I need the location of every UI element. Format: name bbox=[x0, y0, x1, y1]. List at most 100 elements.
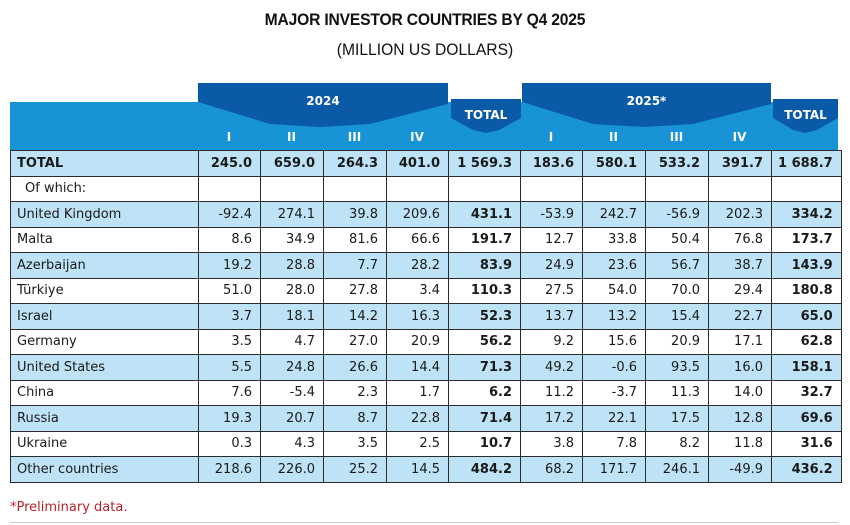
cell-2024-q3: 25.2 bbox=[323, 456, 387, 483]
row-label: Germany bbox=[10, 328, 199, 355]
cell-2024-q1: 0.3 bbox=[198, 430, 261, 457]
cell-2025-q4 bbox=[708, 175, 772, 202]
cell-2025-total bbox=[771, 175, 842, 202]
cell-2025-q3: -56.9 bbox=[645, 201, 709, 228]
cell-2025-q3: 17.5 bbox=[645, 405, 709, 432]
cell-2024-q1: 8.6 bbox=[198, 226, 261, 253]
cell-2024-q2: 226.0 bbox=[260, 456, 324, 483]
row-label: TOTAL bbox=[10, 150, 199, 177]
cell-2024-q3: 7.7 bbox=[323, 252, 387, 279]
row-label: China bbox=[10, 379, 199, 406]
cell-2025-q4: 391.7 bbox=[708, 150, 772, 177]
cell-2024-q2: 24.8 bbox=[260, 354, 324, 381]
cell-2025-total: 69.6 bbox=[771, 405, 842, 432]
row-label: United Kingdom bbox=[10, 201, 199, 228]
cell-2025-q1: 12.7 bbox=[520, 226, 583, 253]
cell-2025-q1: 11.2 bbox=[520, 379, 583, 406]
table-row: Other countries 218.6 226.0 25.2 14.5 484.2 68… bbox=[10, 456, 842, 483]
header-quarter-2025-1: I bbox=[548, 130, 554, 144]
cell-2025-q3: 246.1 bbox=[645, 456, 709, 483]
cell-2024-total: 83.9 bbox=[448, 252, 521, 279]
cell-2025-q4: 38.7 bbox=[708, 252, 772, 279]
cell-2025-total: 32.7 bbox=[771, 379, 842, 406]
cell-2024-total: 484.2 bbox=[448, 456, 521, 483]
cell-2024-q1: 5.5 bbox=[198, 354, 261, 381]
table-row: Russia 19.3 20.7 8.7 22.8 71.4 17.2 22.1 17.5 12.… bbox=[10, 405, 842, 432]
cell-2025-q1: 3.8 bbox=[520, 430, 583, 457]
row-label: Türkiye bbox=[10, 277, 199, 304]
cell-2025-q4: 29.4 bbox=[708, 277, 772, 304]
table-header-graphic bbox=[10, 83, 838, 151]
cell-2024-q1: -92.4 bbox=[198, 201, 261, 228]
cell-2025-q4: 16.0 bbox=[708, 354, 772, 381]
cell-2024-q2: 20.7 bbox=[260, 405, 324, 432]
cell-2025-q3 bbox=[645, 175, 709, 202]
cell-2024-total: 431.1 bbox=[448, 201, 521, 228]
cell-2024-q1 bbox=[198, 175, 261, 202]
cell-2025-q1: 49.2 bbox=[520, 354, 583, 381]
cell-2025-q3: 93.5 bbox=[645, 354, 709, 381]
cell-2024-q1: 51.0 bbox=[198, 277, 261, 304]
cell-2024-q3: 27.8 bbox=[323, 277, 387, 304]
cell-2024-q2 bbox=[260, 175, 324, 202]
cell-2025-total: 158.1 bbox=[771, 354, 842, 381]
header-year-2025: 2025* bbox=[626, 94, 667, 108]
cell-2024-q2: 274.1 bbox=[260, 201, 324, 228]
cell-2025-total: 31.6 bbox=[771, 430, 842, 457]
total-2025-tab bbox=[773, 99, 838, 133]
cell-2024-q4: 14.4 bbox=[386, 354, 449, 381]
cell-2025-q1: 183.6 bbox=[520, 150, 583, 177]
year-2025-tab bbox=[522, 83, 771, 127]
cell-2025-q4: 12.8 bbox=[708, 405, 772, 432]
cell-2024-q3: 2.3 bbox=[323, 379, 387, 406]
total-row: TOTAL 245.0 659.0 264.3 401.0 1 569.3 183.6 580… bbox=[10, 150, 842, 177]
row-label: Ukraine bbox=[10, 430, 199, 457]
row-label: Israel bbox=[10, 303, 199, 330]
cell-2024-total: 6.2 bbox=[448, 379, 521, 406]
cell-2025-q3: 70.0 bbox=[645, 277, 709, 304]
cell-2024-q1: 245.0 bbox=[198, 150, 261, 177]
cell-2024-q3 bbox=[323, 175, 387, 202]
table-row: Türkiye 51.0 28.0 27.8 3.4 110.3 27.5 54.0 70.0 2… bbox=[10, 277, 842, 304]
cell-2024-total: 71.3 bbox=[448, 354, 521, 381]
cell-2024-q4: 16.3 bbox=[386, 303, 449, 330]
investor-table: TOTAL 245.0 659.0 264.3 401.0 1 569.3 183.6 580… bbox=[10, 150, 842, 483]
cell-2024-q2: 28.0 bbox=[260, 277, 324, 304]
table-row: United Kingdom -92.4 274.1 39.8 209.6 431.1 -5… bbox=[10, 201, 842, 228]
cell-2025-q4: 17.1 bbox=[708, 328, 772, 355]
table-row: China 7.6 -5.4 2.3 1.7 6.2 11.2 -3.7 11.3 14.0 32.… bbox=[10, 379, 842, 406]
cell-2025-total: 1 688.7 bbox=[771, 150, 842, 177]
header-quarter-2025-2: II bbox=[609, 130, 618, 144]
cell-2025-total: 180.8 bbox=[771, 277, 842, 304]
row-label: Azerbaijan bbox=[10, 252, 199, 279]
cell-2025-q1: 17.2 bbox=[520, 405, 583, 432]
cell-2024-q4: 22.8 bbox=[386, 405, 449, 432]
cell-2024-q2: -5.4 bbox=[260, 379, 324, 406]
cell-2025-q2: -3.7 bbox=[582, 379, 646, 406]
header-quarter-2024-2: II bbox=[287, 130, 296, 144]
cell-2025-q3: 56.7 bbox=[645, 252, 709, 279]
cell-2025-q3: 11.3 bbox=[645, 379, 709, 406]
cell-2025-q2: 54.0 bbox=[582, 277, 646, 304]
cell-2024-q3: 27.0 bbox=[323, 328, 387, 355]
cell-2024-q4: 209.6 bbox=[386, 201, 449, 228]
cell-2025-q1: 68.2 bbox=[520, 456, 583, 483]
table-row: Germany 3.5 4.7 27.0 20.9 56.2 9.2 15.6 20.9 17.1… bbox=[10, 328, 842, 355]
cell-2024-q1: 19.2 bbox=[198, 252, 261, 279]
cell-2024-total: 1 569.3 bbox=[448, 150, 521, 177]
cell-2025-q2: 580.1 bbox=[582, 150, 646, 177]
cell-2025-q2: 7.8 bbox=[582, 430, 646, 457]
cell-2025-total: 436.2 bbox=[771, 456, 842, 483]
row-label: Malta bbox=[10, 226, 199, 253]
cell-2024-q2: 18.1 bbox=[260, 303, 324, 330]
header-quarter-2025-3: III bbox=[669, 130, 684, 144]
cell-2025-q2: 15.6 bbox=[582, 328, 646, 355]
header-quarter-2024-3: III bbox=[347, 130, 362, 144]
cell-2024-q4: 20.9 bbox=[386, 328, 449, 355]
cell-2024-total: 52.3 bbox=[448, 303, 521, 330]
year-2024-tab bbox=[198, 83, 448, 127]
cell-2024-q1: 3.5 bbox=[198, 328, 261, 355]
cell-2025-q3: 533.2 bbox=[645, 150, 709, 177]
cell-2025-q3: 8.2 bbox=[645, 430, 709, 457]
header-quarter-2025-4: IV bbox=[732, 130, 747, 144]
